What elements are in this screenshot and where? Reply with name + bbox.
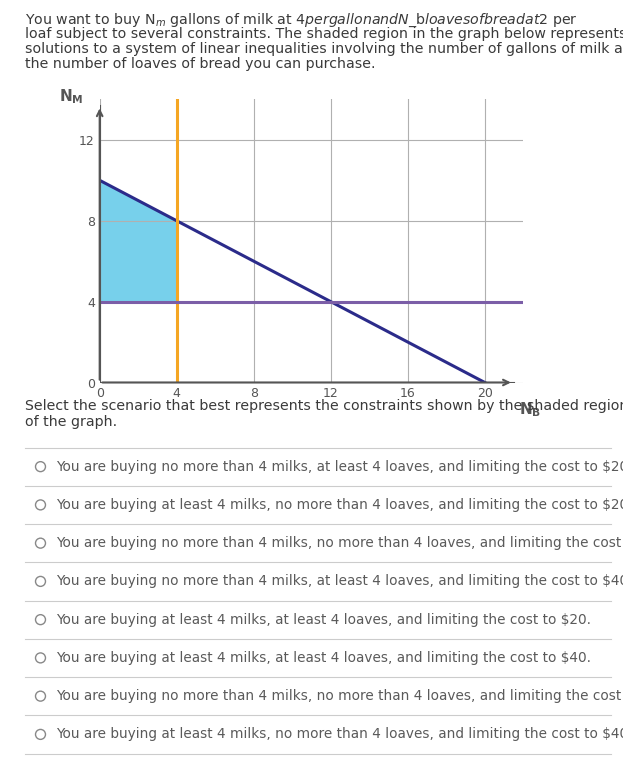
Text: Select the scenario that best represents the constraints shown by the shaded reg: Select the scenario that best represents… [25, 399, 623, 413]
Text: You are buying no more than 4 milks, at least 4 loaves, and limiting the cost to: You are buying no more than 4 milks, at … [56, 575, 623, 588]
Text: You are buying at least 4 milks, at least 4 loaves, and limiting the cost to $40: You are buying at least 4 milks, at leas… [56, 651, 591, 665]
Text: You are buying at least 4 milks, at least 4 loaves, and limiting the cost to $20: You are buying at least 4 milks, at leas… [56, 613, 591, 627]
Text: You are buying no more than 4 milks, at least 4 loaves, and limiting the cost to: You are buying no more than 4 milks, at … [56, 460, 623, 474]
Text: the number of loaves of bread you can purchase.: the number of loaves of bread you can pu… [25, 57, 376, 71]
Text: You are buying at least 4 milks, no more than 4 loaves, and limiting the cost to: You are buying at least 4 milks, no more… [56, 498, 623, 512]
Text: You are buying at least 4 milks, no more than 4 loaves, and limiting the cost to: You are buying at least 4 milks, no more… [56, 728, 623, 741]
Text: solutions to a system of linear inequalities involving the number of gallons of : solutions to a system of linear inequali… [25, 42, 623, 56]
Text: You are buying no more than 4 milks, no more than 4 loaves, and limiting the cos: You are buying no more than 4 milks, no … [56, 689, 623, 703]
Text: You want to buy N$_m$ gallons of milk at $4 per gallon and N$_b$ loaves of bread: You want to buy N$_m$ gallons of milk at… [25, 11, 578, 29]
Text: of the graph.: of the graph. [25, 415, 117, 428]
Text: loaf subject to several constraints. The shaded region in the graph below repres: loaf subject to several constraints. The… [25, 27, 623, 41]
Polygon shape [100, 181, 177, 301]
Text: $\mathbf{N_M}$: $\mathbf{N_M}$ [59, 86, 83, 106]
Text: $\mathbf{N_B}$: $\mathbf{N_B}$ [520, 401, 542, 419]
Text: You are buying no more than 4 milks, no more than 4 loaves, and limiting the cos: You are buying no more than 4 milks, no … [56, 536, 623, 550]
